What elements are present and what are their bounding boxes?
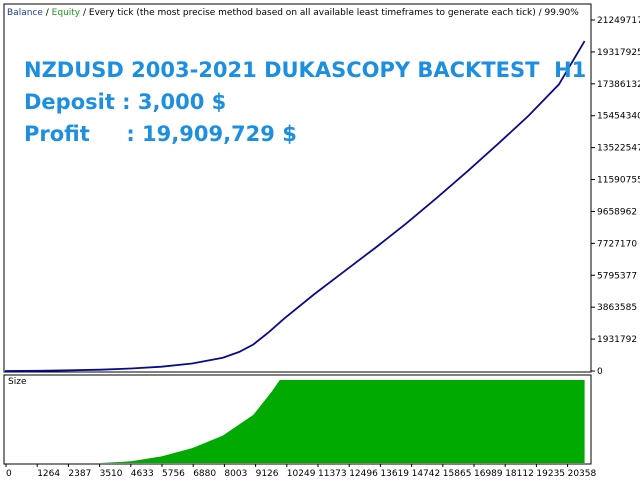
x-tick-label: 0 (6, 469, 12, 479)
y-tick-label: 11590755 (597, 176, 640, 186)
x-tick-label: 15865 (443, 469, 472, 479)
balance-line (4, 40, 586, 372)
x-tick-label: 20358 (568, 469, 597, 479)
x-tick-label: 6880 (193, 469, 216, 479)
y-axis: 0 1931792 3863585 5795377 7727170 9658962 1159… (591, 16, 640, 377)
balance-label: Balance (7, 8, 43, 18)
y-tick-label: 15454340 (597, 112, 640, 122)
y-tick-label: 13522547 (597, 144, 640, 154)
x-tick-label: 1264 (37, 469, 60, 479)
size-area (5, 380, 585, 463)
x-tick-label: 2387 (68, 469, 91, 479)
x-tick-label: 19235 (536, 469, 565, 479)
equity-label: Equity (51, 8, 81, 18)
y-tick-label: 19317925 (597, 48, 640, 58)
annotation-title: NZDUSD 2003-2021 DUKASCOPY BACKTEST H1 (24, 58, 587, 82)
y-tick-label: 17386132 (597, 80, 640, 90)
chart-header: Balance / Equity / Every tick (the most … (7, 8, 579, 18)
y-tick-label: 3863585 (597, 303, 637, 313)
size-series-group (5, 380, 585, 463)
x-axis: 0 1264 2387 3510 4633 5756 6880 8003 9126 10249 11… (5, 464, 597, 479)
x-tick-label: 3510 (100, 469, 123, 479)
x-tick-label: 10249 (287, 469, 316, 479)
x-tick-label: 14742 (412, 469, 441, 479)
y-tick-label: 5795377 (597, 271, 637, 281)
x-tick-label: 16989 (474, 469, 503, 479)
header-separator: / (42, 8, 52, 18)
y-tick-label: 7727170 (597, 239, 637, 249)
x-tick-label: 11373 (318, 469, 347, 479)
x-tick-label: 18112 (505, 469, 534, 479)
balance-series-group (4, 40, 586, 372)
x-tick-label: 9126 (256, 469, 279, 479)
x-tick-label: 5756 (162, 469, 185, 479)
y-tick-label: 0 (597, 367, 603, 377)
y-tick-label: 1931792 (597, 335, 637, 345)
x-tick-label: 13619 (380, 469, 409, 479)
main-plot-frame (3, 3, 592, 373)
x-tick-label: 12496 (349, 469, 378, 479)
x-tick-label: 8003 (224, 469, 247, 479)
header-text: / Every tick (the most precise method ba… (80, 8, 579, 18)
x-tick-label: 4633 (131, 469, 154, 479)
annotation-deposit: Deposit : 3,000 $ (24, 90, 227, 114)
annotation-profit: Profit : 19,909,729 $ (24, 122, 297, 146)
y-tick-label: 9658962 (597, 207, 637, 217)
size-panel-label: Size (8, 377, 27, 387)
y-tick-label: 21249717 (597, 16, 640, 26)
